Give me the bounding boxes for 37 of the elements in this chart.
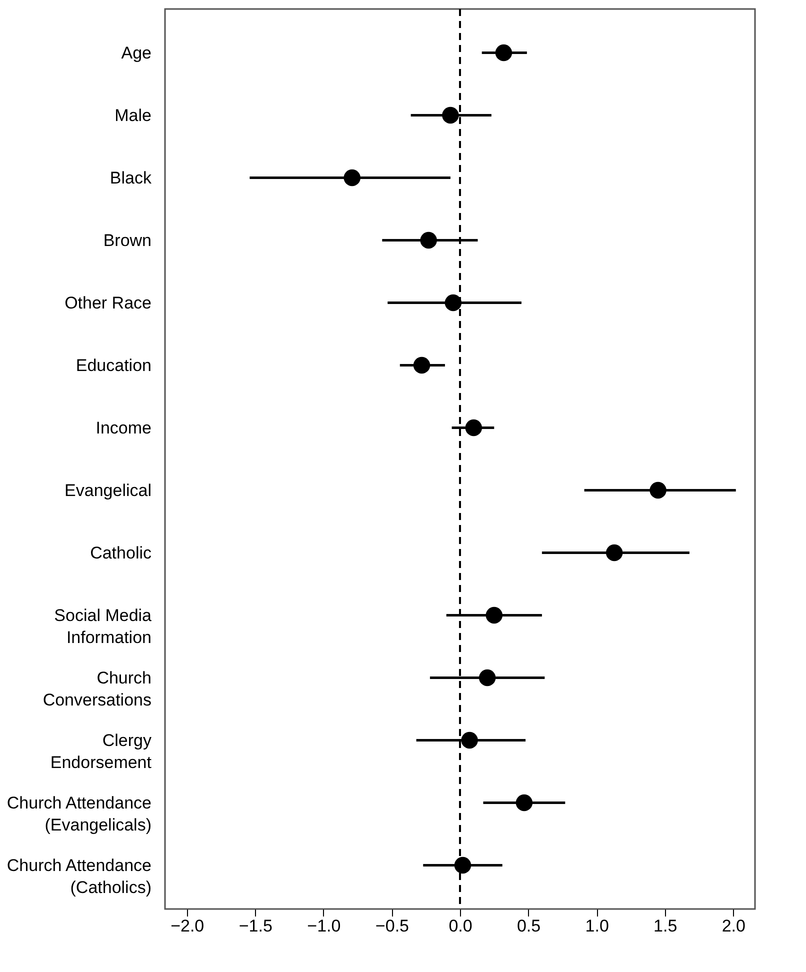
y-tick-label: Black bbox=[110, 168, 152, 188]
point bbox=[606, 544, 623, 562]
y-tick-label: Age bbox=[121, 43, 152, 62]
x-tick-label: 0.5 bbox=[516, 916, 541, 936]
y-tick-label: Income bbox=[96, 418, 152, 438]
x-tick-label: 2.0 bbox=[722, 916, 746, 936]
point bbox=[495, 44, 512, 62]
point bbox=[465, 419, 482, 436]
point bbox=[344, 169, 360, 186]
point bbox=[413, 356, 430, 374]
point bbox=[650, 482, 666, 499]
point bbox=[478, 669, 496, 686]
x-tick-label: −2.0 bbox=[170, 916, 204, 936]
y-tick-label: Other Race bbox=[64, 293, 152, 312]
y-tick-label: Clergy Endorsement bbox=[50, 730, 152, 772]
x-tick-label: −0.5 bbox=[375, 916, 409, 936]
point bbox=[454, 856, 472, 874]
y-tick-label: Male bbox=[114, 106, 152, 125]
x-tick-label: 1.0 bbox=[585, 916, 609, 936]
y-tick-label: Evangelical bbox=[64, 480, 152, 500]
point bbox=[442, 106, 459, 124]
y-tick-label: Church Attendance (Evangelicals) bbox=[6, 793, 152, 834]
y-tick-label: Social Media Information bbox=[54, 606, 152, 647]
point bbox=[420, 232, 437, 249]
x-tick-label: −1.0 bbox=[307, 916, 341, 936]
x-tick-label: 0.0 bbox=[448, 916, 472, 936]
y-tick-label: Catholic bbox=[90, 543, 152, 562]
y-tick-label: Education bbox=[76, 356, 152, 375]
point bbox=[486, 606, 503, 624]
x-tick-label: −1.5 bbox=[238, 916, 272, 936]
y-tick-label: Church Conversations bbox=[42, 668, 152, 710]
y-tick-label: Brown bbox=[103, 230, 152, 250]
x-tick-label: 1.5 bbox=[654, 916, 678, 936]
point bbox=[444, 294, 462, 312]
point bbox=[461, 732, 478, 749]
y-tick-label: Church Attendance (Catholics) bbox=[6, 856, 152, 897]
point bbox=[516, 794, 533, 812]
